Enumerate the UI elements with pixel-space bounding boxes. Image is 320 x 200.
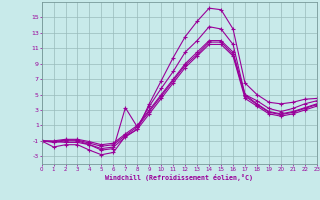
X-axis label: Windchill (Refroidissement éolien,°C): Windchill (Refroidissement éolien,°C) bbox=[105, 174, 253, 181]
